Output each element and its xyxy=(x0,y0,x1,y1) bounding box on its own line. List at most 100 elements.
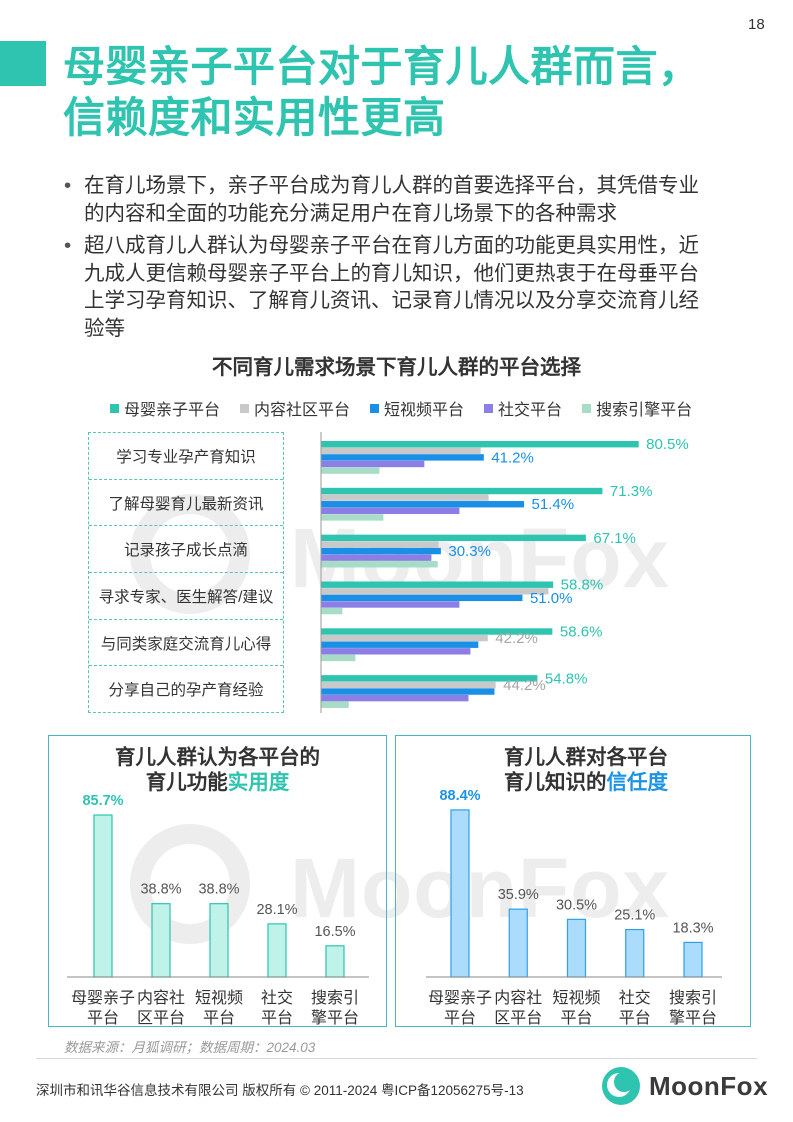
hbar-group: 67.1% 30.3% xyxy=(321,530,636,568)
hbar-value-label: 51.0% xyxy=(530,590,573,607)
vbar-category-label: 搜索引擎平台 xyxy=(311,989,359,1027)
hbar-bar xyxy=(321,675,538,682)
usefulness-chart-title: 育儿人群认为各平台的 育儿功能实用度 xyxy=(49,745,386,795)
chart-title-highlight: 信任度 xyxy=(606,771,669,794)
legend-label: 短视频平台 xyxy=(384,402,465,419)
legend-swatch xyxy=(240,403,250,413)
hbar-category-label: 分享自己的孕产育经验 xyxy=(108,682,264,700)
page-number: 18 xyxy=(748,16,765,33)
bullet-text: 超八成育儿人群认为母婴亲子平台在育儿方面的功能更具实用性，近 九成人更信赖母婴亲… xyxy=(84,234,699,340)
moonfox-logo: MoonFox xyxy=(601,1066,768,1106)
vbar-bar xyxy=(209,903,229,978)
vbar-category-label: 内容社区平台 xyxy=(494,989,542,1027)
legend-item: 社交平台 xyxy=(484,396,562,420)
hbar-bar xyxy=(321,694,469,702)
hbar-bar xyxy=(321,648,471,655)
vbar-value-label: 38.8% xyxy=(198,882,239,898)
page-title: 母婴亲子平台对于育儿人群而言， 信赖度和实用性更高 xyxy=(63,43,701,141)
chart-title-line: 育儿知识的信任度 xyxy=(422,770,750,795)
hbar-bar xyxy=(321,688,495,695)
vbar-bar xyxy=(325,945,345,978)
chart-title-text: 育儿功能 xyxy=(145,771,228,794)
hbar-value-label: 80.5% xyxy=(646,436,689,453)
vbar-value-label: 35.9% xyxy=(498,887,539,903)
hbar-bar xyxy=(321,607,343,615)
data-source-note: 数据来源：月狐调研；数据周期：2024.03 xyxy=(64,1040,316,1055)
hbar-bar xyxy=(321,494,489,501)
legend-label: 搜索引擎平台 xyxy=(596,402,693,419)
vbar-category-label: 搜索引擎平台 xyxy=(669,989,717,1027)
usefulness-bar-chart: 85.7% 母婴亲子平台 38.8% 内容社区平台 38.8% 短视频平台 28.1% 社交平… xyxy=(67,793,369,1027)
vbar-bar xyxy=(508,908,528,978)
hbar-value-label: 30.3% xyxy=(448,543,491,560)
title-accent-bar xyxy=(0,41,46,86)
usefulness-chart-panel: 育儿人群认为各平台的 育儿功能实用度 85.7% 母婴亲子平台 38.8% 内容社区平… xyxy=(48,735,387,1027)
chart-title-text: 育儿知识的 xyxy=(504,771,607,794)
vbar-category-label: 短视频平台 xyxy=(195,989,243,1027)
hbar-bar xyxy=(321,634,488,642)
hbar-bar xyxy=(321,534,586,542)
vbar-value-label: 30.5% xyxy=(556,897,597,913)
bullet-dot: • xyxy=(64,174,72,197)
hbar-group: 71.3% 51.4% xyxy=(321,483,653,521)
hbar-bar xyxy=(321,447,481,454)
vbar-bar xyxy=(566,918,587,978)
legend-item: 短视频平台 xyxy=(370,396,464,420)
vbar-bar xyxy=(267,923,287,978)
hbar-value-label: 71.3% xyxy=(610,483,653,500)
hbar-bar xyxy=(321,460,425,468)
legend-swatch xyxy=(370,403,380,413)
vbar-value-label: 16.5% xyxy=(314,924,355,940)
footer-divider xyxy=(36,1058,757,1059)
hbar-value-label: 51.4% xyxy=(532,496,575,513)
bullet-item: • 超八成育儿人群认为母婴亲子平台在育儿方面的功能更具实用性，近 九成人更信赖母… xyxy=(64,232,699,342)
legend-label: 社交平台 xyxy=(498,402,563,419)
hbar-category-label: 寻求专家、医生解答/建议 xyxy=(89,573,283,620)
hbar-bar xyxy=(321,501,525,508)
hbar-group: 58.8%51.0% xyxy=(321,577,603,615)
hbar-chart-title: 不同育儿需求场景下育儿人群的平台选择 xyxy=(212,356,581,379)
trust-chart-panel: 育儿人群对各平台 育儿知识的信任度 88.4% 母婴亲子平台 35.9% 内容社区平台… xyxy=(395,735,751,1027)
hbar-bar xyxy=(321,561,438,568)
vbar-bar xyxy=(151,903,171,978)
moonfox-logo-icon xyxy=(602,1067,640,1105)
hbar-bar xyxy=(321,628,553,635)
hbar-bar xyxy=(321,547,441,555)
legend-swatch xyxy=(484,403,494,413)
hbar-group: 80.5% 41.2% xyxy=(321,436,689,474)
vbar-category-label: 社交平台 xyxy=(619,989,651,1027)
vbar-bar xyxy=(683,941,703,978)
hbar-bar xyxy=(321,514,384,521)
trust-chart-title: 育儿人群对各平台 育儿知识的信任度 xyxy=(396,745,750,795)
hbar-bar xyxy=(321,581,554,588)
hbar-bar xyxy=(321,701,349,708)
hbar-bar xyxy=(321,441,639,448)
vbar-category-label: 母婴亲子平台 xyxy=(71,989,135,1027)
hbar-bar xyxy=(321,641,479,648)
hbar-category-label: 学习专业孕产育知识 xyxy=(89,433,283,480)
bullet-item: • 在育儿场景下，亲子平台成为育儿人群的首要选择平台，其凭借专业 的内容和全面的… xyxy=(64,172,699,227)
hbar-category-box: 学习专业孕产育知识 了解母婴育儿最新资讯 记录孩子成长点滴 寻求专家、医生解答/… xyxy=(88,432,284,713)
legend-label: 母婴亲子平台 xyxy=(124,402,221,419)
vbar-category-label: 短视频平台 xyxy=(552,989,600,1027)
vbar-bar xyxy=(450,809,470,978)
vbar-value-label: 25.1% xyxy=(614,908,655,924)
vbar-value-label: 38.8% xyxy=(140,882,181,898)
hbar-bar xyxy=(321,601,460,608)
hbar-category-label: 了解母婴育儿最新资讯 xyxy=(89,480,283,527)
hbar-group: 58.6% 42.2% xyxy=(321,624,602,662)
hbar-chart: 80.5% 41.2% 71.3% 51.4% 67.1% 30.3% 58.8%51.0%… xyxy=(320,432,689,713)
vbar-value-label: 88.4% xyxy=(439,788,480,804)
hbar-group: 54.8%44.2% xyxy=(321,670,587,708)
legend-item: 搜索引擎平台 xyxy=(582,396,692,420)
hbar-bar xyxy=(321,554,432,561)
chart-title-line: 育儿人群对各平台 xyxy=(504,746,668,769)
hbar-category-label: 记录孩子成长点滴 xyxy=(89,526,283,574)
hbar-value-label: 44.2% xyxy=(503,677,546,694)
trust-bar-chart: 88.4% 母婴亲子平台 35.9% 内容社区平台 30.5% 短视频平台 25.1% 社交平… xyxy=(426,788,722,1027)
hbar-bar xyxy=(321,467,380,474)
hbar-bar xyxy=(321,454,484,461)
chart-title-highlight: 实用度 xyxy=(227,771,290,794)
vbar-category-label: 内容社区平台 xyxy=(137,989,185,1027)
legend-swatch xyxy=(582,403,592,413)
